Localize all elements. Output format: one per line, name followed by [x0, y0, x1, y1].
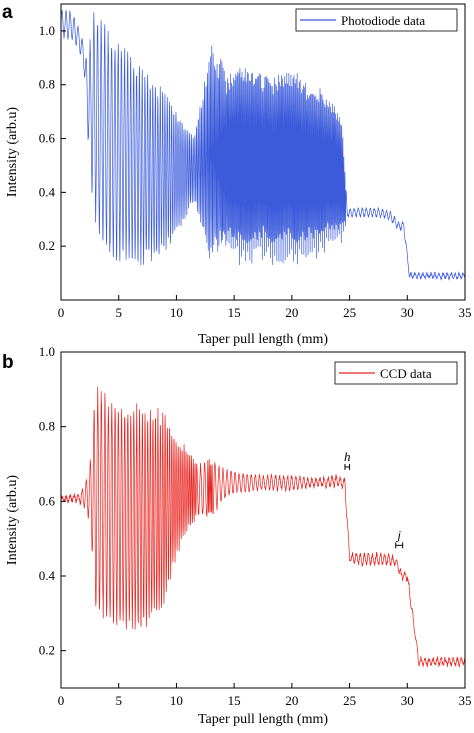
x-tick-label: 35: [459, 693, 472, 708]
panel-label: b: [2, 352, 14, 373]
x-axis-title: Taper pull length (mm): [198, 332, 328, 347]
y-tick-label: 0.4: [39, 568, 56, 583]
x-axis-title: Taper pull length (mm): [198, 712, 328, 727]
legend-box: [295, 8, 458, 32]
plot-frame: [60, 3, 466, 301]
y-tick-label: 0.2: [39, 238, 55, 253]
axis-ticks: 0 5 10 15 20 25 30 35 0.2 0.4 0.6 0.8 1.0: [39, 23, 472, 320]
series-line: [60, 9, 466, 281]
y-tick-label: 0.6: [39, 131, 56, 146]
legend: CCD data: [334, 361, 458, 385]
x-tick-label: 5: [115, 305, 122, 320]
y-axis-title: Intensity (arb.u): [5, 475, 20, 566]
x-tick-label: 25: [343, 693, 356, 708]
x-tick-label: 20: [285, 305, 298, 320]
x-tick-label: 30: [401, 305, 414, 320]
plot-area: [60, 386, 466, 668]
y-tick-label: 0.2: [39, 643, 55, 658]
annotations: hj: [344, 449, 404, 549]
y-tick-label: 0.8: [39, 419, 55, 434]
annotation-label: j: [395, 527, 401, 542]
panel-b: b 0 5 10 15 20 25 30 35 0.2 0.4 0.6 0.8 1.0 Taper pu…: [2, 344, 472, 727]
x-tick-label: 0: [58, 305, 65, 320]
x-tick-label: 10: [170, 693, 183, 708]
x-tick-label: 10: [170, 305, 183, 320]
series-line: [60, 386, 466, 668]
x-tick-label: 25: [343, 305, 356, 320]
x-tick-label: 0: [58, 693, 65, 708]
axis-ticks: 0 5 10 15 20 25 30 35 0.2 0.4 0.6 0.8 1.0: [39, 344, 472, 708]
legend: Photodiode data: [295, 8, 458, 32]
y-tick-label: 0.6: [39, 493, 56, 508]
y-tick-label: 0.8: [39, 77, 55, 92]
y-tick-label: 1.0: [39, 344, 55, 359]
panel-label: a: [2, 2, 13, 23]
annotation-label: h: [344, 449, 351, 464]
panel-a: a 0 5 10 15 20 25 30 35 0.2 0.4 0.6 0.8 1.0 Taper pu…: [2, 2, 472, 347]
x-tick-label: 30: [401, 693, 414, 708]
plot-frame: [60, 351, 466, 689]
x-tick-label: 15: [228, 305, 241, 320]
y-tick-label: 1.0: [39, 23, 55, 38]
plot-area: [60, 9, 466, 281]
x-tick-label: 35: [459, 305, 472, 320]
legend-box: [334, 361, 458, 385]
y-tick-label: 0.4: [39, 184, 56, 199]
x-tick-label: 20: [285, 693, 298, 708]
x-tick-label: 5: [115, 693, 122, 708]
legend-label: Photodiode data: [341, 13, 425, 28]
x-tick-label: 15: [228, 693, 241, 708]
y-axis-title: Intensity (arb.u): [5, 107, 20, 198]
legend-label: CCD data: [380, 366, 432, 381]
